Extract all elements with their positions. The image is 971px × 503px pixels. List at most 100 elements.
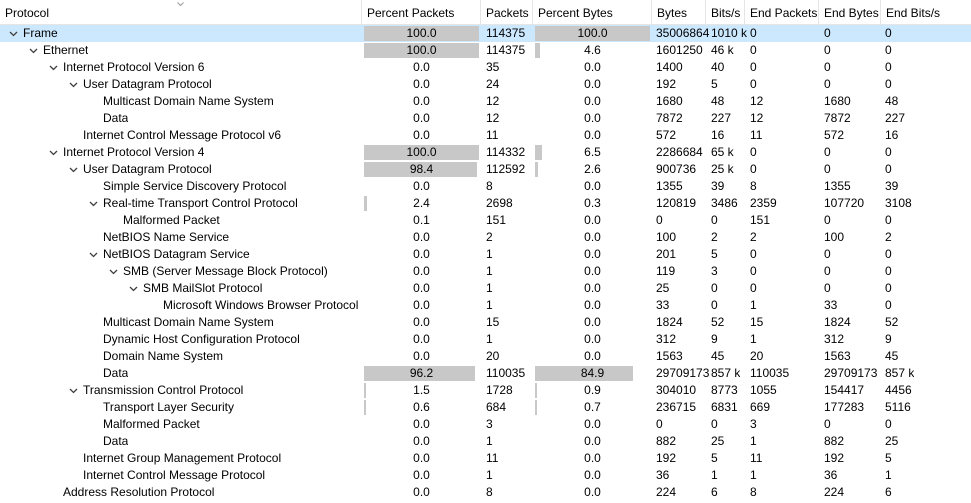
percent-packets-value: 2.4 bbox=[413, 196, 430, 210]
packets-value: 2698 bbox=[486, 196, 513, 210]
tree-row[interactable]: Microsoft Windows Browser Protocol 0.0 1 0.… bbox=[0, 297, 971, 314]
end-packets-value: 12 bbox=[750, 111, 764, 125]
tree-row[interactable]: Simple Service Discovery Protocol 0.0 8 0.0… bbox=[0, 178, 971, 195]
tree-row[interactable]: NetBIOS Name Service 0.0 2 0.0 100 2 2 100 2 bbox=[0, 229, 971, 246]
percent-packets-value: 0.0 bbox=[413, 485, 430, 499]
percent-bytes-value: 0.0 bbox=[584, 468, 601, 482]
percent-bytes-value: 0.0 bbox=[584, 281, 601, 295]
column-header-bytes[interactable]: Bytes bbox=[652, 0, 706, 24]
tree-row[interactable]: SMB MailSlot Protocol 0.0 1 0.0 25 0 0 0 0 bbox=[0, 280, 971, 297]
bits-per-sec-value: 8773 bbox=[711, 383, 738, 397]
tree-row[interactable]: Domain Name System 0.0 20 0.0 1563 45 20 1563 45 bbox=[0, 348, 971, 365]
column-header-end-packets[interactable]: End Packets bbox=[745, 0, 819, 24]
end-bits-per-sec-value: 52 bbox=[885, 315, 899, 329]
bits-per-sec-value: 39 bbox=[711, 179, 725, 193]
chevron-down-icon[interactable] bbox=[28, 42, 40, 59]
protocol-name: Multicast Domain Name System bbox=[103, 94, 274, 108]
tree-row[interactable]: Data 96.2 110035 84.9 29709173 857 k 110035 297… bbox=[0, 365, 971, 382]
percent-packets-bar bbox=[364, 366, 475, 381]
percent-packets-value: 96.2 bbox=[409, 366, 434, 380]
bytes-value: 1400 bbox=[656, 60, 683, 74]
protocol-name: User Datagram Protocol bbox=[83, 77, 212, 91]
bytes-value: 1601250 bbox=[656, 43, 703, 57]
column-header-protocol[interactable]: Protocol bbox=[0, 0, 362, 24]
packets-value: 11 bbox=[486, 451, 499, 465]
percent-packets-value: 0.0 bbox=[413, 111, 430, 125]
percent-bytes-bar bbox=[535, 366, 633, 381]
tree-row[interactable]: Malformed Packet 0.1 151 0.0 0 0 151 0 0 bbox=[0, 212, 971, 229]
percent-bytes-value: 2.6 bbox=[584, 162, 601, 176]
chevron-down-icon[interactable] bbox=[108, 263, 120, 280]
bits-per-sec-value: 40 bbox=[711, 60, 725, 74]
tree-row[interactable]: Address Resolution Protocol 0.0 8 0.0 224 6 8 2… bbox=[0, 484, 971, 501]
tree-row[interactable]: Internet Group Management Protocol 0.0 11 0… bbox=[0, 450, 971, 467]
bytes-value: 882 bbox=[656, 434, 677, 448]
tree-row[interactable]: NetBIOS Datagram Service 0.0 1 0.0 201 5 0 0 0 bbox=[0, 246, 971, 263]
tree-row[interactable]: Real-time Transport Control Protocol 2.4 2… bbox=[0, 195, 971, 212]
end-packets-value: 0 bbox=[750, 247, 757, 261]
column-header-end-bits-per-sec[interactable]: End Bits/s bbox=[886, 6, 941, 20]
tree-row[interactable]: Internet Protocol Version 4 100.0 114332 6.… bbox=[0, 144, 971, 161]
chevron-down-icon[interactable] bbox=[48, 144, 60, 161]
tree-row[interactable]: Dynamic Host Configuration Protocol 0.0 1 0… bbox=[0, 331, 971, 348]
protocol-name: Malformed Packet bbox=[123, 213, 220, 227]
end-bytes-value: 882 bbox=[824, 434, 845, 448]
protocol-name: Malformed Packet bbox=[103, 417, 200, 431]
tree-row[interactable]: Transport Layer Security 0.6 684 0.7 236715 6… bbox=[0, 399, 971, 416]
chevron-down-icon[interactable] bbox=[68, 161, 80, 178]
percent-bytes-value: 6.5 bbox=[584, 145, 601, 159]
percent-bytes-value: 0.0 bbox=[584, 60, 601, 74]
chevron-down-icon[interactable] bbox=[48, 59, 60, 76]
tree-row[interactable]: Transmission Control Protocol 1.5 1728 0.9 3… bbox=[0, 382, 971, 399]
column-header-percent-bytes[interactable]: Percent Bytes bbox=[533, 0, 652, 24]
tree-row[interactable]: Internet Control Message Protocol 0.0 1 0.0… bbox=[0, 467, 971, 484]
column-header-packets[interactable]: Packets bbox=[481, 0, 533, 24]
percent-packets-value: 0.0 bbox=[413, 332, 430, 346]
end-bits-per-sec-value: 0 bbox=[885, 281, 892, 295]
end-bits-per-sec-value: 0 bbox=[885, 213, 892, 227]
percent-packets-value: 0.0 bbox=[413, 179, 430, 193]
chevron-down-icon[interactable] bbox=[88, 195, 100, 212]
tree-row[interactable]: Internet Protocol Version 6 0.0 35 0.0 1400 4… bbox=[0, 59, 971, 76]
column-header-end-bytes[interactable]: End Bytes bbox=[819, 0, 881, 24]
chevron-down-icon[interactable] bbox=[68, 382, 80, 399]
end-bytes-value: 0 bbox=[824, 145, 831, 159]
percent-packets-value: 0.0 bbox=[413, 468, 430, 482]
sort-indicator-icon bbox=[177, 2, 184, 7]
tree-row[interactable]: Ethernet 100.0 114375 4.6 1601250 46 k 0 0 0 bbox=[0, 42, 971, 59]
bits-per-sec-value: 25 bbox=[711, 434, 725, 448]
end-bits-per-sec-value: 0 bbox=[885, 43, 892, 57]
bytes-value: 236715 bbox=[656, 400, 697, 414]
end-bits-per-sec-value: 0 bbox=[885, 162, 892, 176]
packets-value: 2 bbox=[486, 230, 493, 244]
chevron-down-icon[interactable] bbox=[128, 280, 140, 297]
bits-per-sec-value: 3 bbox=[711, 264, 718, 278]
tree-row[interactable]: User Datagram Protocol 98.4 112592 2.6 90073… bbox=[0, 161, 971, 178]
tree-row[interactable]: Multicast Domain Name System 0.0 15 0.0 1824… bbox=[0, 314, 971, 331]
packets-value: 1 bbox=[486, 298, 493, 312]
percent-bytes-value: 4.6 bbox=[584, 43, 601, 57]
tree-row[interactable]: User Datagram Protocol 0.0 24 0.0 192 5 0 0 0 bbox=[0, 76, 971, 93]
protocol-name: User Datagram Protocol bbox=[83, 162, 212, 176]
end-bytes-value: 572 bbox=[824, 128, 845, 142]
tree-row[interactable]: SMB (Server Message Block Protocol) 0.0 1 0… bbox=[0, 263, 971, 280]
end-packets-value: 8 bbox=[750, 179, 757, 193]
chevron-down-icon[interactable] bbox=[68, 76, 80, 93]
tree-row[interactable]: Data 0.0 1 0.0 882 25 1 882 25 bbox=[0, 433, 971, 450]
bits-per-sec-value: 227 bbox=[711, 111, 732, 125]
chevron-down-icon[interactable] bbox=[88, 246, 100, 263]
end-packets-value: 0 bbox=[750, 264, 757, 278]
protocol-name: SMB MailSlot Protocol bbox=[143, 281, 263, 295]
chevron-down-icon[interactable] bbox=[8, 25, 20, 42]
tree-row[interactable]: Multicast Domain Name System 0.0 12 0.0 1680… bbox=[0, 93, 971, 110]
percent-bytes-bar bbox=[535, 162, 538, 177]
tree-row[interactable]: Data 0.0 12 0.0 7872 227 12 7872 227 bbox=[0, 110, 971, 127]
column-header-bits-per-sec[interactable]: Bits/s bbox=[706, 0, 745, 24]
tree-row[interactable]: Internet Control Message Protocol v6 0.0 1… bbox=[0, 127, 971, 144]
percent-packets-value: 0.0 bbox=[413, 94, 430, 108]
percent-bytes-value: 0.3 bbox=[584, 196, 601, 210]
protocol-name: Domain Name System bbox=[103, 349, 224, 363]
column-header-percent-packets[interactable]: Percent Packets bbox=[362, 0, 481, 24]
tree-row[interactable]: Malformed Packet 0.0 3 0.0 0 0 3 0 0 bbox=[0, 416, 971, 433]
